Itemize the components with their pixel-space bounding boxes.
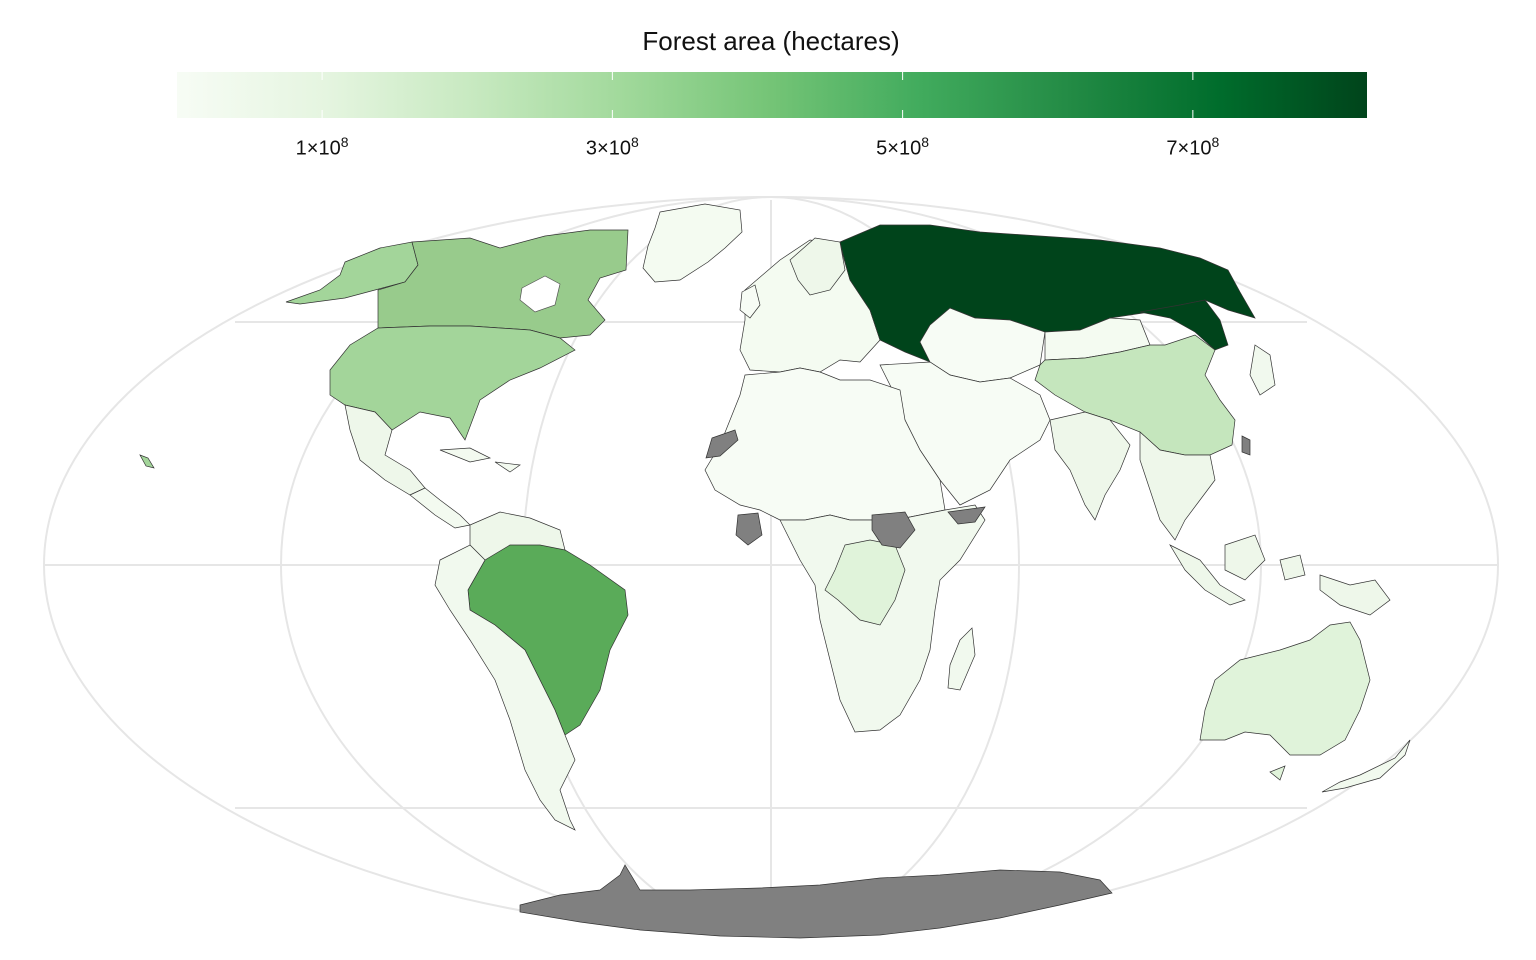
country-taiwan xyxy=(1241,435,1251,456)
legend-tick-exponent: 8 xyxy=(340,134,349,150)
region-caribbean xyxy=(439,447,521,473)
australia-tasmania xyxy=(1269,765,1286,781)
country-japan xyxy=(1249,344,1276,396)
country-madagascar xyxy=(947,627,976,691)
country-somalia xyxy=(947,506,986,525)
legend-tick-label: 5×108 xyxy=(876,134,929,161)
legend-tick-mantissa: 7×10 xyxy=(1166,137,1212,160)
hudson-bay xyxy=(519,275,561,313)
region-western-south-america xyxy=(434,544,576,831)
country-united-states xyxy=(329,325,576,441)
legend-tick-mantissa: 3×10 xyxy=(585,137,631,160)
legend-tick-label: 3×108 xyxy=(586,134,639,161)
country-india xyxy=(1049,411,1131,521)
legend-colorbar xyxy=(177,72,1367,118)
legend-tick-mantissa: 5×10 xyxy=(876,137,922,160)
country-united-kingdom xyxy=(739,284,761,319)
country-greenland xyxy=(642,203,743,283)
region-indonesia xyxy=(1169,534,1391,616)
country-new-zealand xyxy=(1321,739,1411,793)
country-south-sudan xyxy=(871,511,916,549)
legend-tick-exponent: 8 xyxy=(630,134,639,150)
region-hawaii xyxy=(139,454,155,469)
country-russia xyxy=(839,224,1256,363)
region-antarctica xyxy=(519,864,1113,939)
region-scandinavia xyxy=(789,237,846,296)
region-southeast-asia xyxy=(1139,431,1216,541)
region-central-asia xyxy=(919,307,1046,383)
legend-tick-label: 7×108 xyxy=(1166,134,1219,161)
legend-tick-mantissa: 1×10 xyxy=(295,137,341,160)
country-alaska xyxy=(285,241,419,305)
legend-title: Forest area (hectares) xyxy=(642,26,900,56)
legend-tick-label: 1×108 xyxy=(296,134,349,161)
country-australia xyxy=(1199,621,1371,756)
legend-tick-exponent: 8 xyxy=(921,134,930,150)
country-russia-east xyxy=(1139,299,1229,351)
country-western-sahara xyxy=(705,429,739,459)
region-central-america xyxy=(409,487,471,529)
legend-tick-exponent: 8 xyxy=(1211,134,1220,150)
country-cote-divoire xyxy=(735,512,763,546)
country-canada xyxy=(377,229,629,339)
